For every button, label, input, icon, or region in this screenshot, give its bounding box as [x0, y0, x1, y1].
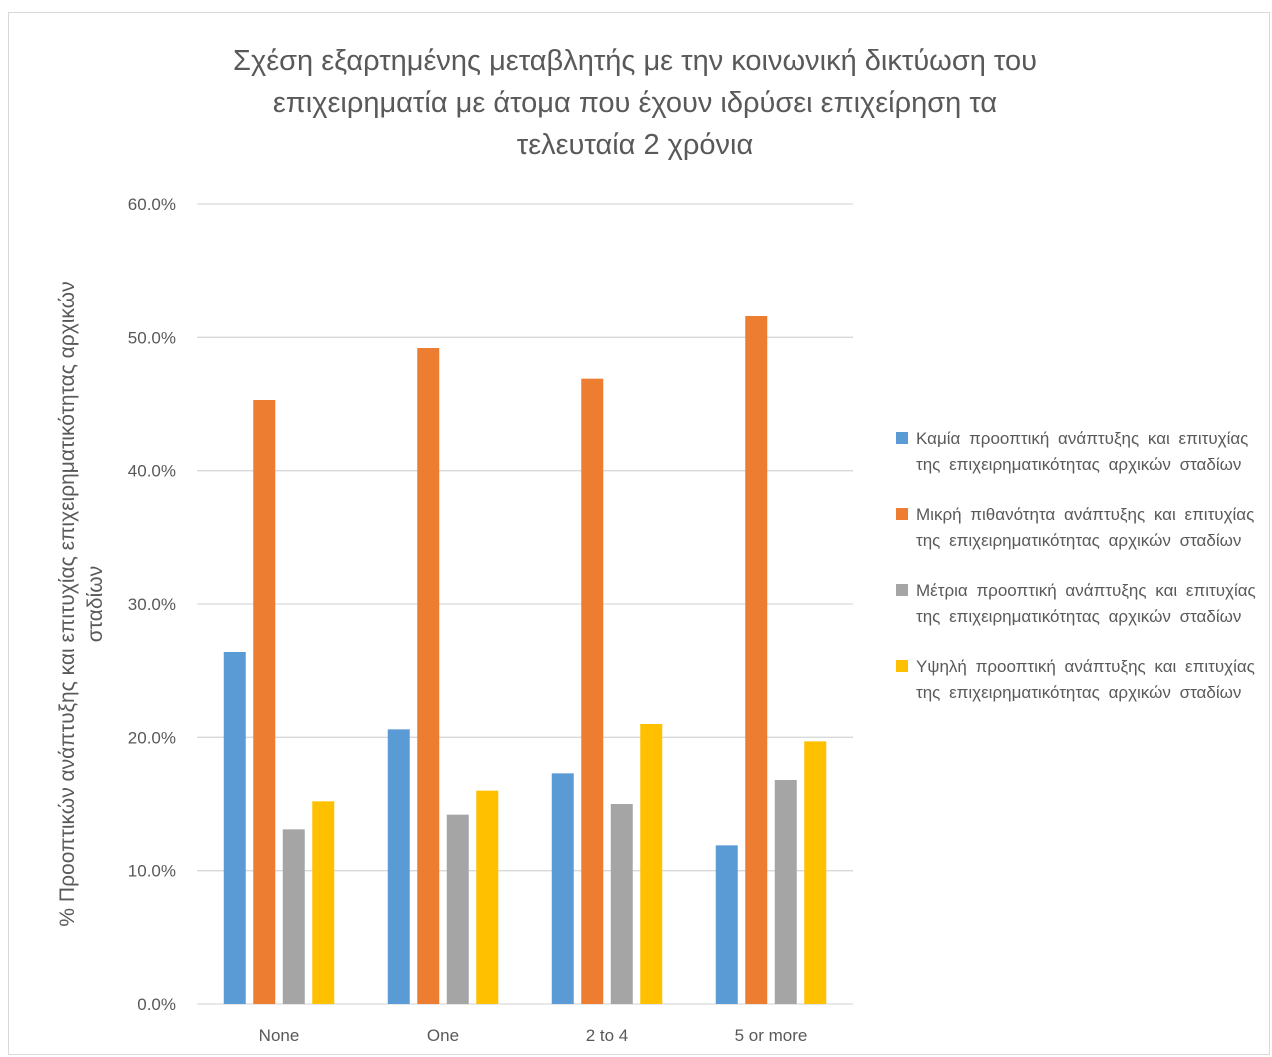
legend-entry: Υψηλή προοπτική ανάπτυξης και επιτυχίας …	[896, 654, 1266, 706]
bars	[223, 316, 827, 1005]
x-tick-label: None	[259, 1026, 300, 1045]
legend-swatch	[896, 584, 908, 596]
bar	[745, 316, 768, 1004]
legend-swatch	[896, 432, 908, 444]
y-tick-label: 40.0%	[128, 462, 176, 481]
y-tick-label: 0.0%	[137, 995, 176, 1014]
y-tick-label: 10.0%	[128, 862, 176, 881]
bar	[223, 652, 246, 1004]
y-tick-label: 60.0%	[128, 195, 176, 214]
x-tick-label: One	[427, 1026, 459, 1045]
chart-title-line: Σχέση εξαρτημένης μεταβλητής με την κοιν…	[233, 45, 1037, 77]
bar	[551, 773, 574, 1004]
gridlines	[197, 203, 853, 1005]
chart-title: Σχέση εξαρτημένης μεταβλητής με την κοιν…	[140, 40, 1130, 166]
bar	[715, 845, 738, 1004]
legend-label: Καμία προοπτική ανάπτυξης και επιτυχίας …	[916, 429, 1249, 474]
x-axis-tick-labels: None One 2 to 4 5 or more	[259, 1026, 808, 1045]
chart-legend: Καμία προοπτική ανάπτυξης και επιτυχίας …	[896, 426, 1266, 730]
bar	[417, 348, 440, 1004]
y-axis-label-line: % Προοπτικών ανάπτυξης και επιτυχίας επι…	[56, 281, 79, 926]
bar	[610, 804, 633, 1004]
legend-entry: Μέτρια προοπτική ανάπτυξης και επιτυχίας…	[896, 578, 1266, 630]
bar	[282, 829, 305, 1004]
legend-label: Μικρή πιθανότητα ανάπτυξης και επιτυχίας…	[916, 505, 1255, 550]
bar	[446, 814, 469, 1004]
legend-entry: Καμία προοπτική ανάπτυξης και επιτυχίας …	[896, 426, 1266, 478]
legend-label: Υψηλή προοπτική ανάπτυξης και επιτυχίας …	[916, 657, 1255, 702]
bar	[253, 400, 276, 1004]
bar	[804, 741, 827, 1004]
chart-title-line: τελευταία 2 χρόνια	[516, 129, 754, 161]
bar	[640, 724, 663, 1004]
bar	[387, 729, 410, 1004]
y-tick-label: 50.0%	[128, 328, 176, 347]
y-axis-label: % Προοπτικών ανάπτυξης και επιτυχίας επι…	[56, 281, 107, 926]
y-axis-tick-labels: 0.0% 10.0% 20.0% 30.0% 40.0% 50.0% 60.0%	[128, 195, 176, 1014]
y-axis-label-line: σταδίων	[84, 566, 107, 642]
y-tick-label: 30.0%	[128, 595, 176, 614]
chart-title-line: επιχειρηματία με άτομα που έχουν ιδρύσει…	[272, 87, 998, 119]
x-tick-label: 5 or more	[735, 1026, 808, 1045]
bar	[581, 378, 604, 1005]
x-tick-label: 2 to 4	[586, 1026, 629, 1045]
bar	[476, 790, 499, 1004]
legend-entry: Μικρή πιθανότητα ανάπτυξης και επιτυχίας…	[896, 502, 1266, 554]
bar	[774, 780, 797, 1004]
legend-swatch	[896, 508, 908, 520]
legend-label: Μέτρια προοπτική ανάπτυξης και επιτυχίας…	[916, 581, 1256, 626]
y-tick-label: 20.0%	[128, 728, 176, 747]
chart-frame	[8, 12, 1270, 1055]
legend-swatch	[896, 660, 908, 672]
bar	[312, 801, 335, 1004]
